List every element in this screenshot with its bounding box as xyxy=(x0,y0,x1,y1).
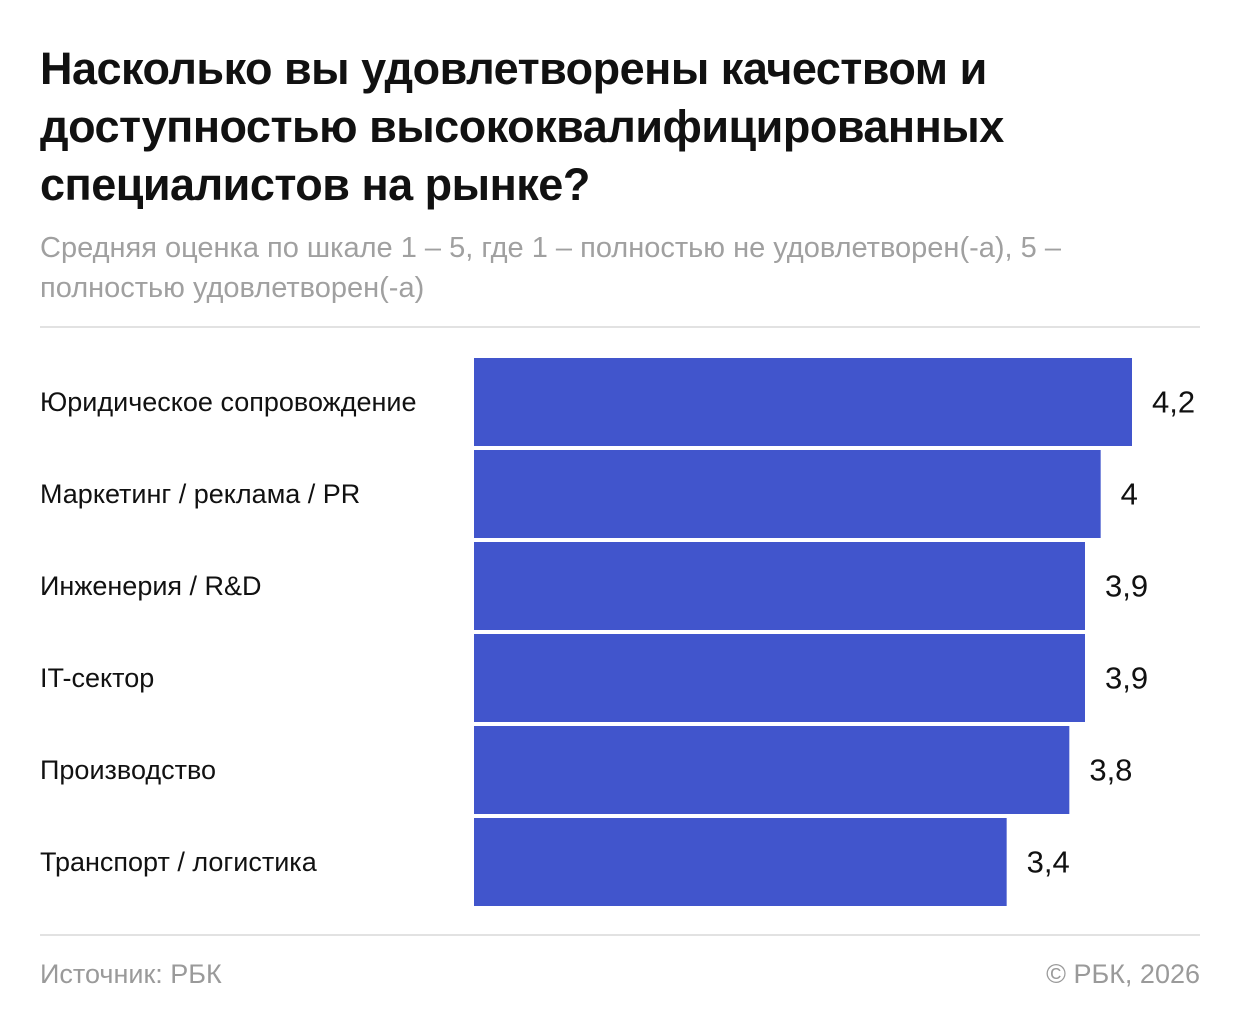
chart-subtitle: Средняя оценка по шкале 1 – 5, где 1 – п… xyxy=(40,232,1061,304)
bottom-divider xyxy=(40,934,1200,936)
category-label: Транспорт / логистика xyxy=(40,847,318,877)
value-label: 3,9 xyxy=(1105,661,1148,696)
category-label: Производство xyxy=(40,755,216,785)
value-label: 3,8 xyxy=(1089,753,1132,788)
chart-title: Насколько вы удовлетворены качеством и д… xyxy=(40,43,1004,210)
category-label: Юридическое сопровождение xyxy=(40,387,417,417)
bar xyxy=(474,542,1085,630)
value-label: 4 xyxy=(1121,477,1138,512)
value-label: 3,9 xyxy=(1105,569,1148,604)
value-label: 4,2 xyxy=(1152,385,1195,420)
value-label: 3,4 xyxy=(1027,845,1070,880)
bar xyxy=(474,450,1101,538)
bar xyxy=(474,634,1085,722)
bar xyxy=(474,358,1132,446)
top-divider xyxy=(40,326,1200,328)
category-label: Инженерия / R&D xyxy=(40,571,262,601)
source-note: Источник: РБК xyxy=(40,959,222,989)
copyright-note: © РБК, 2026 xyxy=(1046,959,1200,989)
category-label: Маркетинг / реклама / PR xyxy=(40,479,360,509)
bar xyxy=(474,818,1007,906)
category-label: IT-сектор xyxy=(40,663,154,693)
bar xyxy=(474,726,1070,814)
